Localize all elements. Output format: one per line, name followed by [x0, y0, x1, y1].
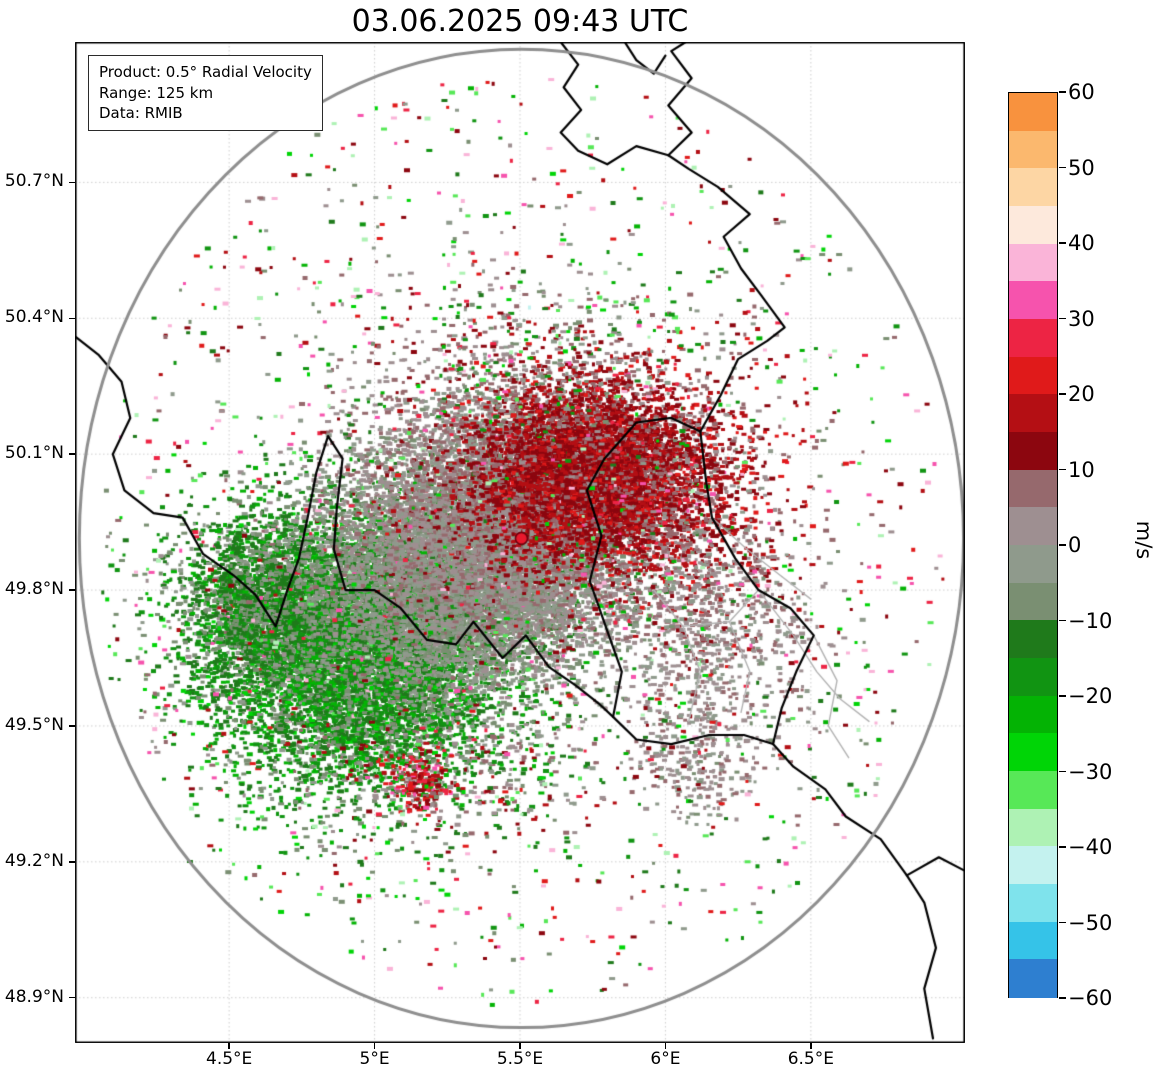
colorbar-tick-mark [1059, 393, 1066, 395]
colorbar-tick-mark [1059, 317, 1066, 320]
colorbar-segment [1009, 319, 1057, 358]
colorbar-segment [1009, 921, 1057, 961]
colorbar-tick-mark [1059, 921, 1066, 924]
colorbar-segment [1009, 469, 1057, 509]
colorbar-segment [1009, 658, 1057, 697]
colorbar-tick-label: 60 [1068, 80, 1095, 104]
colorbar-segment [1009, 394, 1057, 434]
info-box-line: Range: 125 km [99, 83, 214, 102]
colorbar-segment [1009, 507, 1057, 547]
product-info-box: Product: 0.5° Radial Velocity Range: 125 … [88, 55, 323, 132]
colorbar-tick-mark [1059, 619, 1066, 622]
colorbar-segment [1009, 695, 1057, 735]
figure-title: 03.06.2025 09:43 UTC [351, 4, 689, 39]
x-tick-label: 6°E [650, 1049, 681, 1069]
colorbar-tick-mark [1059, 91, 1066, 93]
x-tick-label: 6.5°E [787, 1049, 834, 1069]
y-tick-mark [69, 861, 75, 863]
colorbar-tick-mark [1059, 468, 1066, 471]
colorbar-tick-mark [1059, 846, 1066, 848]
colorbar-segment [1009, 545, 1057, 584]
y-tick-label: 50.1°N [4, 443, 64, 464]
colorbar-segment [1009, 206, 1057, 245]
y-tick-mark [69, 589, 75, 591]
y-tick-mark [69, 453, 75, 455]
colorbar-segment [1009, 168, 1057, 208]
y-tick-label: 49.5°N [4, 714, 64, 735]
colorbar-segment [1009, 582, 1057, 622]
radar-ppi-canvas [75, 42, 965, 1043]
y-tick-mark [69, 725, 75, 727]
y-tick-label: 48.9°N [4, 986, 64, 1007]
x-tick-label: 4.5°E [206, 1049, 253, 1069]
info-box-line: Product: 0.5° Radial Velocity [99, 63, 312, 81]
x-tick-label: 5°E [359, 1049, 390, 1069]
colorbar-segment [1009, 356, 1057, 396]
colorbar-tick-label: −30 [1068, 759, 1113, 784]
colorbar-tick-mark [1059, 544, 1066, 546]
x-tick-mark [373, 1043, 376, 1049]
x-tick-mark [664, 1043, 667, 1049]
y-tick-mark [69, 317, 75, 320]
colorbar-tick-label: −10 [1068, 608, 1113, 633]
colorbar-segment [1009, 808, 1057, 848]
colorbar-tick-mark [1059, 770, 1066, 773]
colorbar-tick-label: 0 [1068, 533, 1082, 557]
y-tick-mark [69, 181, 75, 184]
colorbar-tick-mark [1059, 997, 1066, 999]
y-tick-label: 50.4°N [4, 307, 64, 328]
colorbar-tick-label: −50 [1068, 910, 1113, 935]
colorbar-segment [1009, 959, 1057, 999]
colorbar-tick-label: −40 [1068, 835, 1113, 859]
colorbar-tick-label: −60 [1068, 986, 1113, 1010]
y-tick-label: 49.2°N [4, 850, 64, 871]
colorbar-tick-label: 10 [1068, 457, 1095, 482]
colorbar-segment [1009, 281, 1057, 321]
colorbar-segment [1009, 243, 1057, 283]
colorbar-tick-mark [1059, 242, 1066, 244]
colorbar-tick-label: 30 [1068, 306, 1095, 331]
x-tick-label: 5.5°E [496, 1049, 544, 1069]
x-tick-mark [228, 1043, 230, 1049]
colorbar-tick-label: 20 [1068, 382, 1095, 406]
colorbar-segment [1009, 733, 1057, 773]
colorbar-segment [1009, 93, 1057, 132]
colorbar-tick-mark [1059, 695, 1066, 697]
colorbar-segment [1009, 884, 1057, 923]
colorbar-tick-label: 40 [1068, 231, 1095, 255]
map-plot-area: Product: 0.5° Radial Velocity Range: 125 … [75, 42, 965, 1043]
x-tick-mark [519, 1043, 521, 1049]
colorbar-tick-label: −20 [1068, 684, 1113, 708]
y-tick-label: 50.7°N [4, 171, 64, 192]
colorbar-tick-label: 50 [1068, 155, 1095, 180]
colorbar-swatches [1009, 93, 1057, 999]
y-tick-mark [69, 996, 75, 999]
info-box-line: Data: RMIB [99, 104, 183, 123]
colorbar-segment [1009, 846, 1057, 886]
colorbar-segment [1009, 130, 1057, 170]
colorbar [1008, 92, 1058, 999]
y-tick-label: 49.8°N [4, 579, 64, 600]
colorbar-tick-mark [1059, 166, 1066, 169]
colorbar-segment [1009, 620, 1057, 660]
colorbar-segment [1009, 432, 1057, 471]
colorbar-segment [1009, 771, 1057, 810]
x-tick-mark [810, 1043, 812, 1049]
